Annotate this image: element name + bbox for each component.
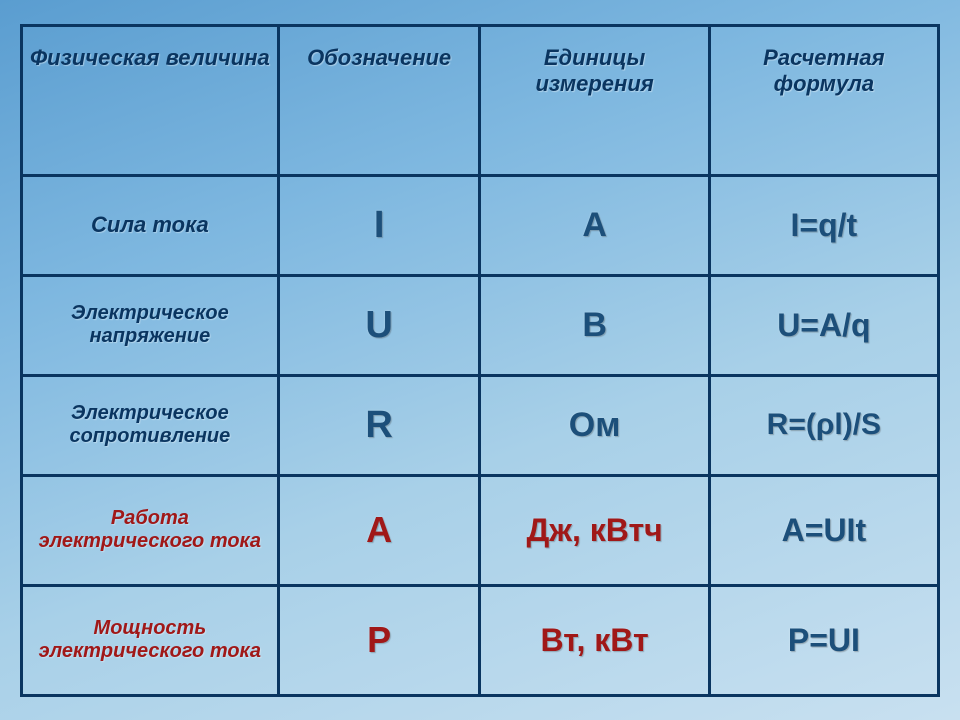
row-label-cell: Электрическое напряжение [22,275,279,375]
symbol-value: I [374,204,385,246]
symbol-cell: U [278,275,480,375]
unit-cell: В [480,275,709,375]
table-row: Работа электрического тока A Дж, кВтч A=UIt [22,475,939,585]
header-formula: Расчетная формула [709,25,938,175]
header-symbol: Обозначение [278,25,480,175]
table-row: Сила тока I А I=q/t [22,175,939,275]
formula-cell: P=UI [709,585,938,695]
header-quantity: Физическая величина [22,25,279,175]
symbol-cell: R [278,375,480,475]
row-label: Электрическое сопротивление [69,402,230,447]
formula-cell: A=UIt [709,475,938,585]
formula-value: U=A/q [777,307,870,343]
formula-value: A=UIt [782,512,866,548]
physics-table-container: Физическая величина Обозначение Единицы … [0,14,960,707]
table-body: Сила тока I А I=q/t Электрическое напряжение… [22,175,939,695]
unit-cell: Вт, кВт [480,585,709,695]
symbol-cell: I [278,175,480,275]
symbol-value: A [366,509,392,550]
formula-cell: R=(ρl)/S [709,375,938,475]
table-row: Мощность электрического тока P Вт, кВт P=UI [22,585,939,695]
table-header-row: Физическая величина Обозначение Единицы … [22,25,939,175]
formula-cell: U=A/q [709,275,938,375]
table-row: Электрическое напряжение U В U=A/q [22,275,939,375]
header-label: Физическая величина [30,45,270,70]
row-label-cell: Работа электрического тока [22,475,279,585]
row-label-cell: Сила тока [22,175,279,275]
formula-value: P=UI [788,622,860,658]
row-label-cell: Мощность электрического тока [22,585,279,695]
unit-cell: Дж, кВтч [480,475,709,585]
unit-value: В [582,306,607,344]
row-label-cell: Электрическое сопротивление [22,375,279,475]
formula-cell: I=q/t [709,175,938,275]
symbol-value: R [365,404,392,446]
unit-value: Вт, кВт [541,622,649,658]
row-label: Электрическое напряжение [71,302,229,347]
row-label: Работа электрического тока [39,507,261,552]
unit-value: А [582,206,607,244]
table-row: Электрическое сопротивление R Ом R=(ρl)/S [22,375,939,475]
header-label: Обозначение [307,45,451,70]
symbol-cell: P [278,585,480,695]
row-label: Сила тока [91,212,209,237]
unit-value: Ом [569,406,621,444]
symbol-value: U [365,304,392,346]
physics-table: Физическая величина Обозначение Единицы … [20,24,940,697]
unit-cell: А [480,175,709,275]
symbol-value: P [367,619,391,660]
header-unit: Единицы измерения [480,25,709,175]
symbol-cell: A [278,475,480,585]
unit-cell: Ом [480,375,709,475]
formula-value: R=(ρl)/S [767,408,881,441]
header-label: Единицы измерения [535,45,653,96]
row-label: Мощность электрического тока [39,617,261,662]
header-label: Расчетная формула [763,45,884,96]
unit-value: Дж, кВтч [527,512,663,548]
formula-value: I=q/t [791,207,858,243]
